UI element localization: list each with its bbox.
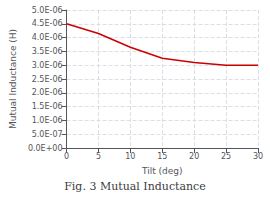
svg-text:15: 15 [157, 152, 167, 161]
svg-text:4.0E-06: 4.0E-06 [32, 33, 63, 42]
svg-text:1.0E-06: 1.0E-06 [32, 116, 63, 125]
svg-text:4.5E-06: 4.5E-06 [32, 19, 63, 28]
svg-text:0.0E+00: 0.0E+00 [28, 144, 63, 153]
svg-text:1.5E-06: 1.5E-06 [32, 102, 63, 111]
svg-text:3.0E-06: 3.0E-06 [32, 61, 63, 70]
svg-text:2.0E-06: 2.0E-06 [32, 88, 63, 97]
svg-text:5: 5 [96, 152, 101, 161]
svg-text:Fig. 3 Mutual Inductance: Fig. 3 Mutual Inductance [64, 180, 206, 193]
svg-text:2.5E-06: 2.5E-06 [32, 75, 63, 84]
svg-text:3.5E-06: 3.5E-06 [32, 47, 63, 56]
svg-text:Tilt (deg): Tilt (deg) [141, 166, 183, 176]
svg-text:10: 10 [125, 152, 135, 161]
svg-text:30: 30 [253, 152, 263, 161]
svg-text:5.0E-06: 5.0E-06 [32, 6, 63, 15]
svg-text:20: 20 [189, 152, 199, 161]
svg-text:25: 25 [221, 152, 231, 161]
svg-text:5.0E-07: 5.0E-07 [32, 130, 63, 139]
svg-text:0: 0 [64, 152, 69, 161]
svg-text:Mutual Inductance (H): Mutual Inductance (H) [8, 29, 18, 129]
